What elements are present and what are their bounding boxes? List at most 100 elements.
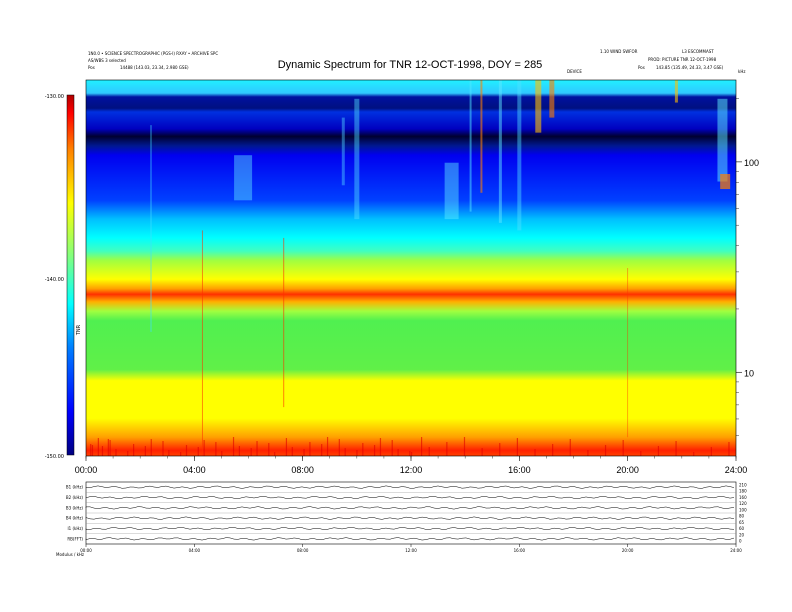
subpanel-trace — [85, 506, 735, 510]
subpanel-row-label: B2 (kHz) — [66, 495, 84, 500]
subpanel-row-label: B1 (kHz) — [66, 485, 84, 490]
noise-spike — [203, 440, 205, 456]
burst-streak — [444, 162, 459, 220]
burst-streak — [535, 80, 542, 133]
noise-spike — [587, 450, 589, 456]
noise-spike — [115, 449, 117, 456]
noise-spike — [534, 449, 536, 456]
subpanel-x-label: 16:00 — [514, 548, 526, 553]
noise-spike — [168, 450, 170, 456]
burst-streak — [283, 237, 285, 408]
subpanel-trace — [85, 495, 735, 500]
header-right-pos-label: Pos — [638, 65, 645, 70]
noise-spike — [321, 444, 323, 456]
subpanel-x-label: 00:00 — [80, 548, 92, 553]
noise-spike — [356, 450, 358, 456]
burst-streak — [469, 80, 472, 212]
noise-spike — [133, 444, 135, 456]
subpanel-x-label: 20:00 — [622, 548, 634, 553]
colorbar — [66, 94, 75, 456]
burst-streak — [674, 80, 678, 103]
header-right-line2: PROD: PICTURE TNR 12-OCT-1998 — [648, 57, 717, 62]
spectrogram-streaks — [90, 80, 731, 456]
noise-spike — [127, 451, 129, 456]
noise-spike — [285, 438, 288, 456]
noise-spike — [338, 439, 340, 456]
noise-spike — [309, 442, 311, 456]
noise-spike — [197, 447, 199, 456]
noise-spike — [622, 440, 624, 456]
noise-spike — [552, 444, 554, 456]
header-right-pos-value: 143.85 (135.49, 24.33, 3.47 GSE) — [656, 65, 724, 70]
noise-spike — [268, 443, 270, 456]
noise-spike — [180, 452, 182, 456]
spectrogram — [85, 79, 737, 457]
noise-spike — [463, 437, 466, 456]
burst-streak — [234, 155, 253, 201]
subpanel-x-label: 24:00 — [730, 548, 742, 553]
noise-spike — [232, 437, 235, 456]
subpanel-row-label: RB(FFT) — [67, 536, 83, 541]
header-right-line1b: L3 ESCOMMAST — [682, 49, 714, 54]
subpanel-right-tick-label: 210 — [739, 483, 747, 488]
subpanel-trace — [85, 516, 735, 520]
x-axis: 00:00 04:00 08:00 12:00 16:00 20:00 24:00 — [75, 456, 748, 475]
noise-spike — [185, 445, 188, 456]
x-tick-label: 16:00 — [508, 465, 531, 475]
noise-spike — [109, 440, 111, 456]
subpanel-right-tick-label: 80 — [739, 514, 745, 519]
burst-streak — [341, 117, 345, 186]
noise-spike — [409, 451, 411, 456]
noise-spike — [107, 439, 109, 456]
noise-spike — [710, 447, 712, 456]
burst-streak — [549, 80, 555, 118]
noise-spike — [640, 451, 642, 456]
noise-spike — [604, 445, 607, 456]
x-tick-label: 00:00 — [75, 465, 98, 475]
noise-spike — [344, 448, 346, 456]
noise-spike — [420, 437, 423, 456]
noise-spike — [428, 447, 430, 456]
header-khz-label: kHz — [738, 69, 745, 74]
subpanel-right-tick-label: 180 — [739, 489, 747, 494]
header-right-line1: 1.10 WIND SWFOR — [600, 49, 638, 54]
subpanel-rows: B1 (kHz) B2 (kHz) B3 (kHz) B4 (kHz) I1 (kHz)… — [66, 485, 736, 541]
noise-spike — [362, 443, 364, 456]
noise-spike — [91, 445, 94, 456]
header-left-line1: 1N0.0 • SCIENCE SPECTROGRAPHIC (PGS-I) R… — [88, 51, 218, 56]
noise-spike — [238, 446, 241, 456]
subpanel-right-tick-label: 20 — [739, 532, 745, 537]
noise-spike — [101, 446, 104, 456]
noise-spike — [215, 442, 217, 456]
x-tick-label: 24:00 — [725, 465, 748, 475]
subpanel-right-tick-label: 160 — [739, 495, 747, 500]
noise-spike — [373, 445, 376, 456]
header-left-pos-label: Pos — [88, 65, 95, 70]
y-tick-label: 100 — [744, 158, 759, 168]
noise-spike — [144, 446, 146, 456]
subpanel-right-tick-label: 60 — [739, 526, 745, 531]
subpanel-trace — [85, 526, 735, 531]
noise-spike — [516, 438, 518, 456]
noise-spike — [569, 439, 571, 456]
noise-spike — [391, 440, 393, 456]
noise-spike — [499, 443, 501, 456]
noise-spike — [657, 446, 660, 456]
noise-spike — [481, 448, 483, 456]
burst-streak — [480, 80, 483, 193]
subpanel-row-label: I1 (kHz) — [67, 526, 83, 531]
subpanel-right-tick-label: 120 — [739, 501, 747, 506]
noise-spike — [326, 437, 329, 456]
noise-spike — [250, 448, 252, 456]
x-tick-label: 20:00 — [616, 465, 639, 475]
noise-spike — [693, 452, 695, 456]
subpanel-x-label: 12:00 — [405, 548, 417, 553]
colorbar-tick-top: -130.00 — [45, 94, 64, 100]
noise-spike — [675, 441, 677, 456]
noise-spike — [90, 444, 92, 456]
subpanel-x-label: 08:00 — [297, 548, 309, 553]
subpanel-x-label: 04:00 — [189, 548, 201, 553]
burst-streak — [354, 98, 360, 220]
burst-streak — [498, 80, 502, 223]
